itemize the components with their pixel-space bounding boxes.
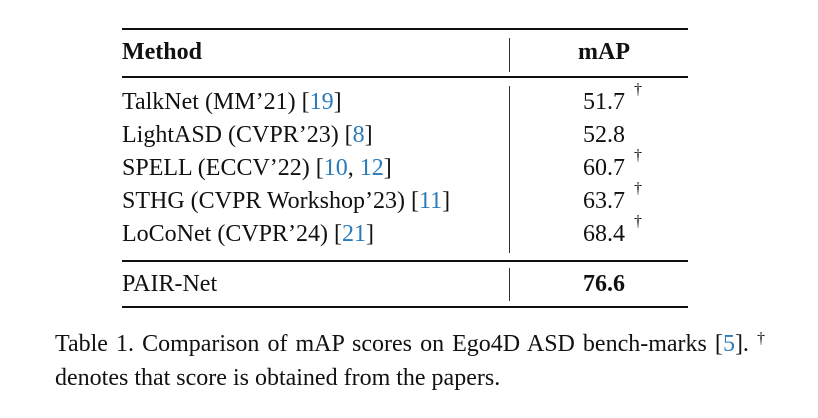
dagger-mark: † xyxy=(634,147,642,164)
score-lightasd: 52.8 xyxy=(583,122,625,148)
citation-link[interactable]: 21 xyxy=(341,221,366,247)
table-row-sthg: STHG (CVPR Workshop’23) [11] xyxy=(122,188,451,214)
table-bottom-rule xyxy=(122,306,688,308)
score-loconet: 68.4 † xyxy=(583,213,642,248)
table-top-rule xyxy=(122,28,688,30)
table-row-pairnet: PAIR-Net xyxy=(122,271,218,297)
citation-link[interactable]: 19 xyxy=(309,89,334,115)
table-caption: Table 1. Comparison of mAP scores on Ego… xyxy=(55,330,765,391)
table-row-talknet: TalkNet (MM’21) [19] xyxy=(122,89,342,115)
dagger-mark: † xyxy=(634,81,642,98)
body-bottom-rule xyxy=(122,260,688,262)
citation-link[interactable]: 5 xyxy=(722,331,735,357)
header-method: Method xyxy=(122,39,202,65)
dagger-mark: † xyxy=(634,180,642,197)
citation-link[interactable]: 11 xyxy=(418,188,443,214)
header-divider xyxy=(509,38,511,72)
score-talknet: 51.7 † xyxy=(583,81,642,116)
header-map: mAP xyxy=(578,39,630,65)
score-spell: 60.7 † xyxy=(583,147,642,182)
score-pairnet: 76.6 xyxy=(583,271,625,297)
dagger-mark: † xyxy=(757,330,765,347)
citation-link[interactable]: 12 xyxy=(359,155,384,181)
body-divider xyxy=(509,86,511,253)
header-bottom-rule xyxy=(122,76,688,78)
final-divider xyxy=(509,268,511,301)
table-row-spell: SPELL (ECCV’22) [10, 12] xyxy=(122,155,392,181)
score-sthg: 63.7 † xyxy=(583,180,642,215)
citation-link[interactable]: 10 xyxy=(323,155,348,181)
table-row-loconet: LoCoNet (CVPR’24) [21] xyxy=(122,221,374,247)
citation-link[interactable]: 8 xyxy=(352,122,365,148)
table-row-lightasd: LightASD (CVPR’23) [8] xyxy=(122,122,373,148)
dagger-mark: † xyxy=(634,213,642,230)
